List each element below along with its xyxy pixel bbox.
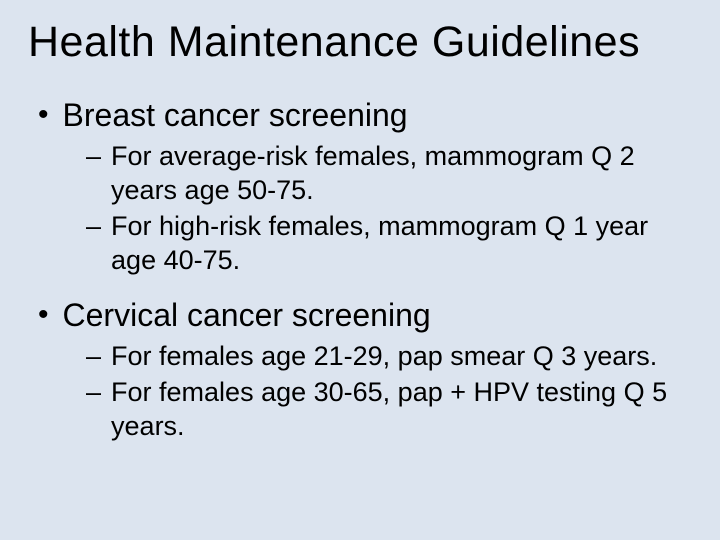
sub-text: For females age 21-29, pap smear Q 3 yea… xyxy=(111,339,657,373)
bullet-item: • Cervical cancer screening xyxy=(34,295,692,335)
bullet-marker: • xyxy=(38,295,49,335)
bullet-label: Cervical cancer screening xyxy=(63,295,431,335)
bullet-item: • Breast cancer screening xyxy=(34,95,692,135)
sub-list: – For females age 21-29, pap smear Q 3 y… xyxy=(34,339,692,443)
sub-item: – For high-risk females, mammogram Q 1 y… xyxy=(86,209,692,277)
sub-item: – For females age 21-29, pap smear Q 3 y… xyxy=(86,339,692,373)
sub-text: For females age 30-65, pap + HPV testing… xyxy=(111,375,692,443)
sub-marker: – xyxy=(86,209,101,243)
sub-marker: – xyxy=(86,339,101,373)
bullet-marker: • xyxy=(38,95,49,135)
sub-item: – For females age 30-65, pap + HPV testi… xyxy=(86,375,692,443)
sub-marker: – xyxy=(86,375,101,409)
sub-list: – For average-risk females, mammogram Q … xyxy=(34,139,692,277)
sub-text: For high-risk females, mammogram Q 1 yea… xyxy=(111,209,692,277)
slide-title: Health Maintenance Guidelines xyxy=(28,18,692,67)
slide-content: • Breast cancer screening – For average-… xyxy=(28,95,692,443)
sub-marker: – xyxy=(86,139,101,173)
sub-text: For average-risk females, mammogram Q 2 … xyxy=(111,139,692,207)
bullet-label: Breast cancer screening xyxy=(63,95,408,135)
sub-item: – For average-risk females, mammogram Q … xyxy=(86,139,692,207)
